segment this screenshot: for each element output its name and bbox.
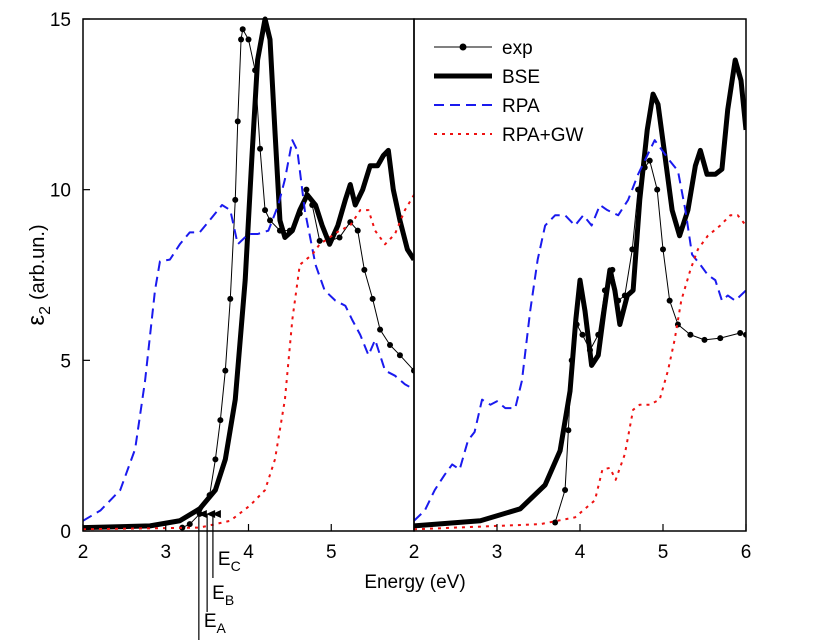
plot-frame	[413, 18, 747, 532]
data-point	[377, 326, 384, 333]
y-axis-label: ε2 (arb.un.)	[23, 224, 54, 325]
data-point	[717, 335, 724, 342]
legend-label: RPA+GW	[502, 125, 584, 146]
annotation-text: E	[212, 583, 225, 604]
data-point	[737, 330, 744, 337]
x-tick-label: 5	[326, 542, 337, 563]
data-point	[396, 352, 403, 359]
annotation-label: EC	[218, 549, 241, 574]
data-point	[303, 186, 310, 193]
annotation-subscript: B	[225, 592, 234, 608]
y-tick-label: 15	[50, 10, 71, 31]
y-label-unit: (arb.un.)	[27, 224, 49, 300]
series-line	[83, 16, 414, 531]
x-tick-label: 3	[492, 542, 503, 563]
x-tick-label: 4	[575, 542, 586, 563]
x-tick-label: 3	[160, 542, 171, 563]
data-point	[361, 266, 368, 273]
annotation-text: E	[204, 611, 217, 632]
data-point	[674, 321, 681, 328]
legend-label: BSE	[502, 67, 540, 88]
plot-area	[83, 16, 414, 531]
data-point	[232, 196, 239, 203]
legend-label: RPA	[502, 96, 540, 117]
annotation-label: EB	[212, 583, 234, 608]
annotation-subscript: C	[231, 558, 241, 574]
data-point	[179, 524, 186, 531]
data-point	[316, 237, 323, 244]
data-point	[186, 521, 193, 528]
data-point	[369, 295, 376, 302]
series-line	[83, 139, 414, 522]
data-point	[239, 26, 246, 33]
data-point	[565, 427, 572, 434]
data-point	[238, 36, 245, 43]
series-line	[414, 214, 746, 531]
data-point	[579, 331, 586, 338]
data-point	[222, 367, 229, 374]
data-point	[552, 519, 559, 526]
data-point	[257, 145, 264, 152]
series-line	[414, 57, 746, 529]
data-point	[654, 186, 661, 193]
data-point	[701, 336, 708, 343]
data-point	[217, 417, 224, 424]
x-tick-label: 2	[409, 542, 420, 563]
data-point	[262, 207, 269, 214]
y-axis-label-text: ε2 (arb.un.)	[23, 224, 54, 325]
data-point	[687, 331, 694, 338]
data-point	[660, 246, 666, 253]
x-tick-label: 4	[243, 542, 254, 563]
data-point	[336, 234, 343, 241]
data-point	[562, 487, 569, 494]
x-tick-label: 6	[741, 542, 752, 563]
x-tick-label: 5	[658, 542, 669, 563]
y-tick-label: 10	[50, 181, 71, 202]
y-tick-label: 5	[60, 351, 71, 372]
data-point	[387, 341, 394, 348]
panel: 2 3 4 5 6 exp BSE RPA RPA+GW	[409, 18, 752, 563]
x-axis-label: Energy (eV)	[364, 572, 465, 593]
legend-label: exp	[502, 38, 533, 59]
x-tick-label: 2	[78, 542, 89, 563]
annotation-text: E	[218, 549, 231, 570]
annotation-subscript: A	[217, 620, 227, 636]
series-line	[554, 160, 746, 523]
data-point	[245, 36, 252, 43]
data-point	[666, 297, 673, 304]
legend-dot	[459, 43, 467, 51]
data-point	[646, 157, 653, 164]
y-label-symbol: ε	[23, 315, 50, 326]
data-point	[212, 456, 219, 463]
y-label-subscript: 2	[37, 306, 54, 315]
annotation-label: EA	[204, 611, 227, 636]
data-point	[354, 227, 361, 234]
data-point	[234, 118, 241, 125]
y-tick-label: 0	[60, 522, 71, 543]
data-point	[227, 295, 234, 302]
data-point	[267, 217, 274, 224]
